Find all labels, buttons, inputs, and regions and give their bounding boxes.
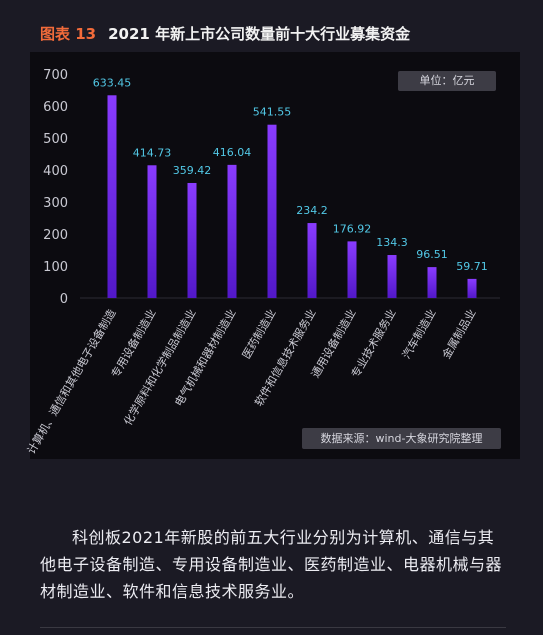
bar <box>347 241 357 298</box>
y-tick-label: 600 <box>43 100 68 115</box>
bar <box>187 182 197 298</box>
x-tick-label: 汽车制造业 <box>399 307 439 362</box>
data-label: 59.71 <box>456 260 488 273</box>
bar <box>307 223 317 298</box>
bar <box>427 267 437 298</box>
y-tick-label: 300 <box>43 196 68 211</box>
y-tick-label: 100 <box>43 260 68 275</box>
bar <box>107 95 117 299</box>
y-tick-label: 400 <box>43 164 68 179</box>
data-label: 176.92 <box>333 222 372 235</box>
x-tick-label: 医药制造业 <box>239 307 279 362</box>
source-badge: 数据来源：wind-大象研究院整理 <box>302 428 501 449</box>
y-tick-label: 700 <box>43 68 68 83</box>
x-tick-label: 金属制品业 <box>439 307 479 362</box>
bar-chart: 0 100 200 300 400 500 600 700 633.45 计算机、通信和其他电子设… <box>24 68 500 457</box>
bottom-divider <box>40 627 506 628</box>
bar <box>467 278 477 298</box>
data-label: 134.3 <box>376 236 408 249</box>
data-label: 416.04 <box>213 146 252 159</box>
bar <box>147 165 157 298</box>
y-tick-label: 200 <box>43 228 68 243</box>
x-tick-label: 化学原料和化学制品制造业 <box>120 307 198 428</box>
unit-badge: 单位：亿元 <box>398 71 496 91</box>
data-label: 541.55 <box>253 106 292 119</box>
y-tick-label: 0 <box>60 292 68 307</box>
data-label: 633.45 <box>93 76 132 89</box>
figure-title: 图表 13 2021 年新上市公司数量前十大行业募集资金 <box>40 23 410 44</box>
data-label: 234.2 <box>296 204 328 217</box>
x-tick-label: 计算机、通信和其他电子设备制造 <box>24 307 119 457</box>
bar <box>227 164 237 298</box>
figure-title-text: 2021 年新上市公司数量前十大行业募集资金 <box>108 25 411 43</box>
figure-number: 图表 13 <box>40 25 97 43</box>
data-label: 414.73 <box>133 146 172 159</box>
y-tick-label: 500 <box>43 132 68 147</box>
bar <box>387 255 397 298</box>
data-label: 359.42 <box>173 164 212 177</box>
data-label: 96.51 <box>416 248 448 261</box>
caption-paragraph: 科创板2021年新股的前五大行业分别为计算机、通信与其他电子设备制造、专用设备制… <box>40 528 503 601</box>
bar <box>267 124 277 298</box>
